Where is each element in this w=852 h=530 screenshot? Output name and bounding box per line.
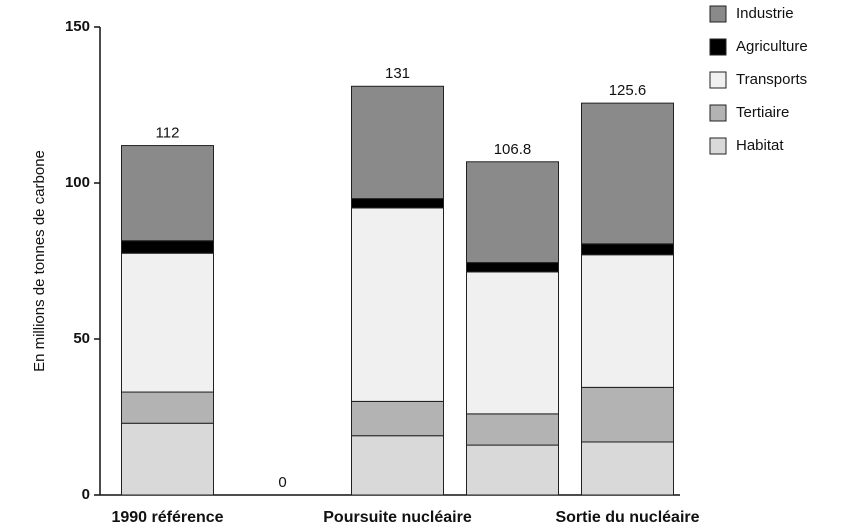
total-label: 112 bbox=[156, 125, 180, 142]
bar-segment bbox=[581, 243, 674, 256]
bar-segment bbox=[581, 102, 674, 245]
x-tick-label: Poursuite nucléaire bbox=[323, 509, 472, 526]
legend-swatch bbox=[709, 38, 727, 56]
legend-swatch bbox=[709, 137, 727, 155]
bar-segment bbox=[351, 198, 444, 209]
x-tick-label: Sortie du nucléaire bbox=[555, 509, 699, 526]
bar-segment bbox=[581, 441, 674, 496]
legend-swatch bbox=[709, 71, 727, 89]
legend-swatch bbox=[709, 5, 727, 23]
bar-segment bbox=[351, 207, 444, 402]
y-tick-label: 150 bbox=[65, 18, 90, 35]
bar-segment bbox=[351, 400, 444, 437]
bar-segment bbox=[466, 413, 559, 446]
total-label: 106.8 bbox=[494, 141, 532, 158]
bar-segment bbox=[466, 444, 559, 496]
total-label: 0 bbox=[278, 474, 286, 491]
bar-segment bbox=[351, 85, 444, 200]
bar-segment bbox=[121, 422, 214, 496]
bar-segment bbox=[581, 386, 674, 443]
bar-segment bbox=[121, 145, 214, 242]
legend-label: Tertiaire bbox=[736, 104, 789, 121]
y-tick-label: 100 bbox=[65, 174, 90, 191]
bar-segment bbox=[466, 262, 559, 273]
legend-label: Transports bbox=[736, 71, 807, 88]
total-label: 131 bbox=[385, 65, 410, 82]
bar-segment bbox=[351, 435, 444, 496]
bar-segment bbox=[121, 391, 214, 424]
x-tick-label: 1990 référence bbox=[111, 509, 223, 526]
legend-swatch bbox=[709, 104, 727, 122]
bar-segment bbox=[121, 240, 214, 254]
bar-segment bbox=[121, 252, 214, 393]
legend-label: Industrie bbox=[736, 5, 794, 22]
total-label: 125.6 bbox=[609, 82, 647, 99]
bar-segment bbox=[581, 254, 674, 388]
bar-segment bbox=[466, 161, 559, 264]
bar-segment bbox=[466, 271, 559, 415]
y-tick-label: 50 bbox=[73, 330, 90, 347]
legend-label: Habitat bbox=[736, 137, 784, 154]
y-axis-label: En millions de tonnes de carbone bbox=[31, 150, 48, 372]
y-tick-label: 0 bbox=[82, 486, 90, 503]
legend-label: Agriculture bbox=[736, 38, 808, 55]
